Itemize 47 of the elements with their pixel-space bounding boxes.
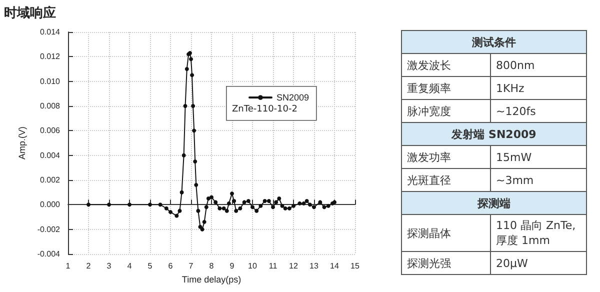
y-axis-title: Amp.(V) [16,126,27,160]
x-axis-title: Time delay(ps) [182,274,242,284]
y-tick-label: 0.008 [40,102,61,110]
x-tick-label: 9 [230,262,235,270]
y-tick-label: -0.004 [37,250,61,258]
y-tick-label: -0.002 [37,224,61,234]
category-label: 脉冲宽度 [402,100,490,122]
y-tick-label: 0.002 [40,176,61,184]
x-tick-label: 14 [330,262,340,270]
x-tick-label: 6 [168,262,174,270]
text: ~120fs [490,100,586,122]
x-tick-label: 7 [188,262,194,270]
y-tick-label: 0.004 [40,150,61,160]
category-label: 激发功率 [402,146,490,168]
legend-label: SN2009 [276,92,310,102]
x-tick-label: 15 [350,262,360,270]
x-tick-label: 3 [106,262,112,270]
category-label: 探测光强 [402,252,490,274]
x-tick-label: 5 [148,262,153,270]
legend-title: ZnTe-110-10-2 [232,104,298,114]
x-tick-label: 8 [209,262,214,270]
y-tick-label: 0.012 [40,52,61,62]
x-tick-label: 1 [66,262,71,270]
category-label: 探测晶体 [402,214,490,252]
category-label: 光斑直径 [402,168,490,192]
y-tick-label: 0.000 [40,200,61,210]
x-tick-label: 13 [310,262,319,270]
text: 800nm [490,54,586,76]
chart-title: 时域响应 [4,4,56,22]
text: 探测端 [402,192,586,214]
x-tick-label: 10 [248,262,258,270]
text: 发射端 SN2009 [402,122,586,146]
text: 测试条件 [402,30,586,54]
y-tick-label: 0.006 [40,126,61,136]
category-label: 重复频率 [402,76,490,100]
x-tick-label: 4 [127,262,132,270]
text: 20μW [490,252,586,274]
x-tick-label: 2 [86,262,92,270]
category-label: 激发波长 [402,54,490,76]
text: ~3mm [490,168,586,192]
text: 1KHz [490,76,586,100]
text: 110 晶向 ZnTe, 厚度 1mm [490,214,586,252]
x-tick-label: 12 [289,262,298,270]
y-tick-label: 0.010 [40,76,61,86]
x-tick-label: 11 [268,262,278,270]
y-tick-label: 0.014 [40,28,61,36]
text: 15mW [490,146,586,168]
